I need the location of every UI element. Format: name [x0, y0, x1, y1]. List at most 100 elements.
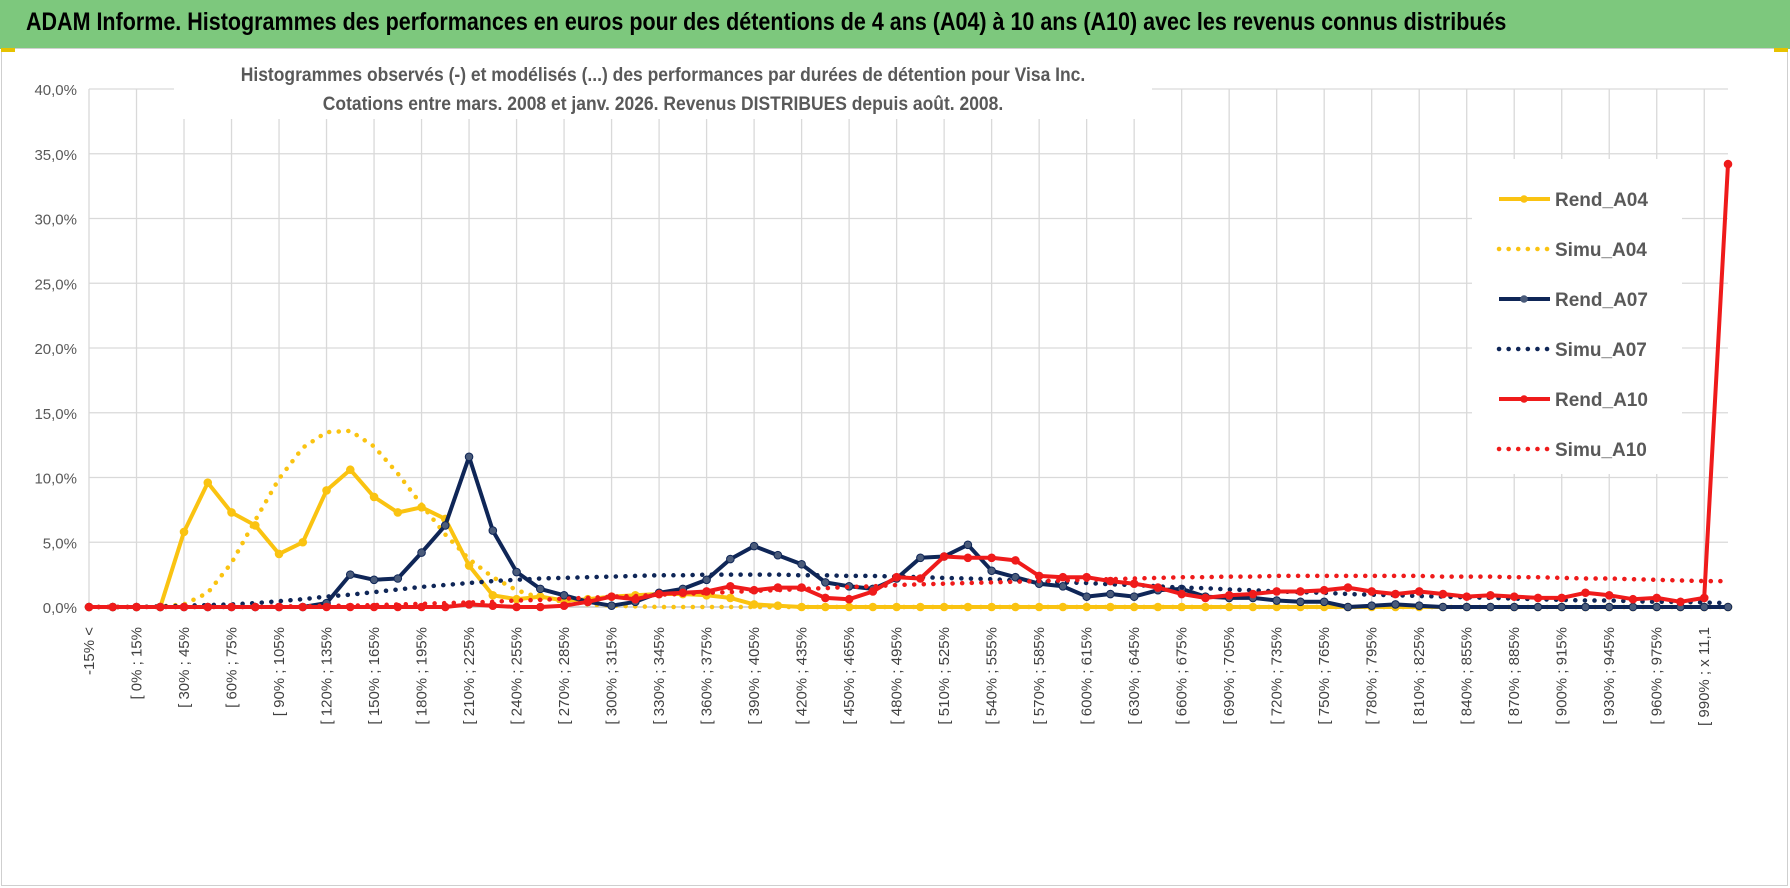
series-rend-a10-point	[1391, 589, 1400, 599]
x-tick-label: [ 60% ; 75%	[224, 627, 241, 708]
x-tick-label: [ 720% ; 735%	[1269, 627, 1286, 725]
series-rend-a07-point	[1367, 601, 1376, 611]
y-tick-label: 30,0%	[34, 212, 77, 229]
series-rend-a10-point	[1628, 594, 1638, 604]
series-rend-a07-point	[1723, 602, 1733, 612]
series-rend-a10-point	[1248, 589, 1258, 599]
series-rend-a07-point	[1319, 597, 1329, 607]
x-tick-label: [ 150% ; 165%	[366, 627, 383, 725]
series-rend-a07-point	[369, 575, 379, 585]
x-tick-label: [ 180% ; 195%	[414, 627, 431, 725]
series-rend-a07-point	[1533, 602, 1543, 612]
x-tick-label: [ 300% ; 315%	[604, 627, 621, 725]
x-tick-label: [ 30% ; 45%	[176, 627, 193, 708]
legend-marker-rend-a10	[1520, 395, 1528, 403]
legend-marker-rend-a07	[1520, 295, 1528, 303]
series-rend-a07-point	[1296, 597, 1305, 607]
x-tick-label: [ 510% ; 525%	[936, 627, 953, 725]
legend-label-simu-a10: Simu_A10	[1555, 440, 1647, 461]
report-banner: ADAM Informe. Histogrammes des performan…	[0, 0, 1790, 49]
series-rend-a10-point	[559, 601, 569, 611]
x-tick-label: [ 240% ; 255%	[509, 627, 526, 725]
x-tick-label: [ 870% ; 885%	[1506, 627, 1523, 725]
series-rend-a07-point	[607, 601, 616, 611]
x-tick-label: [ 0% ; 15%	[129, 627, 146, 700]
series-rend-a10-point	[1343, 583, 1353, 592]
series-rend-a04-point	[464, 561, 474, 570]
series-rend-a07-line	[89, 454, 1728, 609]
legend-label-rend-a04: Rend_A04	[1555, 190, 1648, 211]
series-rend-a04-line	[89, 467, 1728, 609]
series-rend-a10-point	[1723, 159, 1733, 169]
x-tick-label: [ 120% ; 135%	[319, 627, 336, 725]
chart-title-line1: Histogrammes observés (-) et modélisés (…	[241, 63, 1086, 85]
series-rend-a10-point	[1533, 593, 1543, 603]
x-tick-label: [ 930% ; 945%	[1601, 627, 1618, 725]
series-rend-a07-point	[1082, 592, 1091, 601]
legend-marker-rend-a04	[1520, 195, 1528, 203]
chart-frame: 0,0% 5,0% 10,0% 15,0% 20,0% 25,0% 30,0% 35,0% 40…	[1, 48, 1788, 886]
x-tick-label: [ 960% ; 975%	[1649, 627, 1666, 725]
series-rend-a07-point	[916, 553, 925, 563]
x-tick-label: [ 330% ; 345%	[651, 627, 668, 725]
series-rend-a10-point	[1604, 591, 1614, 600]
series-rend-a10-point	[536, 602, 545, 612]
x-tick-label: [ 210% ; 225%	[461, 627, 478, 725]
series-rend-a04-point	[369, 492, 379, 502]
x-tick-label: [ 600% ; 615%	[1079, 627, 1096, 725]
series-rend-a10-point	[844, 594, 854, 604]
y-axis: 0,0% 5,0% 10,0% 15,0% 20,0% 25,0% 30,0% 35,0% 40…	[34, 82, 77, 617]
series-rend-a07-point	[1699, 602, 1709, 612]
y-tick-label: 5,0%	[43, 535, 77, 552]
series-rend-a10-point	[916, 574, 925, 583]
series-rend-a10-point	[1581, 588, 1590, 598]
chart-title-background	[174, 57, 1152, 119]
x-tick-label: [ 360% ; 375%	[699, 627, 716, 725]
series-rend-a10-line	[89, 163, 1730, 609]
series-rend-a10-point	[892, 572, 901, 582]
series-rend-a10-point	[512, 602, 521, 612]
series-rend-a10-point	[963, 553, 973, 563]
series-rend-a07-point	[1438, 602, 1448, 612]
gridlines	[88, 88, 1728, 608]
series-rend-a07-point	[1343, 602, 1353, 612]
series-rend-a07-point	[821, 578, 830, 587]
series-rend-a04-point	[298, 537, 308, 547]
series-rend-a04-point	[393, 508, 403, 517]
series-rend-a07-point	[1058, 581, 1068, 591]
chart-title-line2: Cotations entre mars. 2008 et janv. 2026…	[323, 92, 1003, 114]
series-rend-a07-point	[417, 548, 426, 557]
x-tick-label: [ 90% ; 105%	[271, 627, 288, 716]
y-tick-label: 25,0%	[34, 276, 77, 293]
frame-corner-marker	[1, 48, 15, 52]
legend-label-simu-a04: Simu_A04	[1555, 240, 1647, 261]
series-rend-a07-point	[1581, 602, 1590, 612]
series-rend-a10-point	[1486, 591, 1495, 600]
series-rend-a04-point	[179, 527, 189, 537]
legend-label-rend-a10: Rend_A10	[1555, 390, 1648, 411]
series-rend-a10-point	[1201, 593, 1210, 603]
y-tick-label: 20,0%	[34, 341, 77, 358]
series-rend-a10-point	[1652, 593, 1662, 603]
legend-label-simu-a07: Simu_A07	[1555, 340, 1647, 361]
x-tick-label: [ 630% ; 645%	[1126, 627, 1143, 725]
x-tick-label: [ 450% ; 465%	[841, 627, 858, 725]
series-rend-a07-point	[963, 540, 973, 550]
x-axis: -15% < [ 0% ; 15% [ 30% ; 45% [ 60% ; 75% [ …	[81, 627, 1713, 726]
series-rend-a10-point	[1414, 587, 1424, 596]
series-rend-a10-point	[1699, 593, 1709, 603]
series-rend-a04-point	[274, 549, 284, 559]
series-rend-a07-point	[1462, 602, 1472, 612]
series-rend-a10-point	[1509, 592, 1519, 601]
series-rend-a07-point	[987, 566, 996, 576]
series-rend-a07-point	[559, 591, 569, 600]
report-title: ADAM Informe. Histogrammes des performan…	[26, 8, 1507, 36]
series-rend-a10-point	[1058, 572, 1068, 582]
series-rend-a10-point	[1557, 593, 1567, 603]
x-tick-label: -15% <	[81, 627, 98, 675]
series-rend-a07-point	[1106, 589, 1115, 599]
y-tick-label: 15,0%	[34, 406, 77, 423]
series-rend-a07-point	[1391, 600, 1400, 609]
x-tick-label: [ 660% ; 675%	[1174, 627, 1191, 725]
series-rend-a07-point	[797, 559, 806, 569]
